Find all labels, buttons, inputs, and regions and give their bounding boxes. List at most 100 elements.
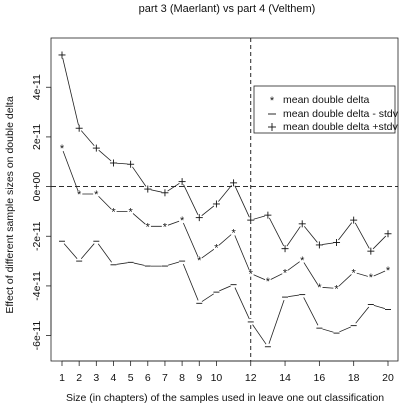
data-point-mean: * xyxy=(384,265,392,277)
data-point-minus-stdv xyxy=(196,300,203,307)
data-point-minus-stdv xyxy=(213,288,220,296)
data-point-mean: * xyxy=(350,267,357,279)
data-point-plus-stdv xyxy=(109,159,117,167)
data-point-mean: * xyxy=(196,255,203,267)
svg-text:*: * xyxy=(369,272,374,284)
x-tick-label: 6 xyxy=(145,372,151,384)
svg-text:*: * xyxy=(214,242,219,254)
data-point-plus-stdv xyxy=(315,241,323,249)
svg-text:*: * xyxy=(300,255,305,267)
svg-text:*: * xyxy=(146,221,151,233)
data-point-minus-stdv xyxy=(58,238,66,245)
svg-text:*: * xyxy=(128,206,133,218)
y-tick-label: 0e+00 xyxy=(31,172,43,202)
legend-marker-plus xyxy=(268,123,276,131)
data-point-mean: * xyxy=(127,206,134,218)
x-tick-label: 10 xyxy=(211,372,223,384)
data-point-mean: * xyxy=(178,215,186,227)
y-tick-label: 2e-11 xyxy=(31,124,43,150)
x-tick-label: 2 xyxy=(76,372,82,384)
data-point-minus-stdv xyxy=(230,281,237,288)
legend-label-minus-stdv: mean double delta - stdv xyxy=(283,108,399,120)
x-tick-label: 14 xyxy=(279,372,291,384)
data-point-mean: * xyxy=(213,242,220,254)
x-tick-label: 4 xyxy=(111,372,117,384)
series-line-minus-stdv xyxy=(61,240,389,348)
x-tick-label: 3 xyxy=(93,372,99,384)
x-tick-label: 7 xyxy=(162,372,168,384)
svg-text:*: * xyxy=(180,215,185,227)
data-point-minus-stdv xyxy=(178,257,186,265)
y-tick-label: -2e-11 xyxy=(31,221,43,251)
data-point-plus-stdv xyxy=(195,214,203,222)
data-point-plus-stdv xyxy=(212,200,220,208)
data-point-plus-stdv xyxy=(178,178,186,186)
data-point-minus-stdv xyxy=(299,291,306,298)
data-point-plus-stdv xyxy=(264,211,272,219)
data-point-minus-stdv xyxy=(127,259,134,266)
data-point-mean: * xyxy=(161,221,169,233)
data-point-minus-stdv xyxy=(350,322,357,329)
data-point-plus-stdv xyxy=(247,216,255,224)
data-point-minus-stdv xyxy=(333,329,340,337)
data-point-mean: * xyxy=(316,282,323,294)
x-tick-label: 9 xyxy=(196,372,202,384)
legend-label-plus-stdv: mean double delta +stdv xyxy=(283,121,398,133)
data-point-mean: * xyxy=(93,189,100,201)
data-point-plus-stdv xyxy=(58,51,66,59)
data-point-minus-stdv xyxy=(247,318,254,326)
x-tick-label: 5 xyxy=(128,372,134,384)
x-tick-label: 20 xyxy=(382,372,394,384)
data-point-plus-stdv xyxy=(333,238,341,246)
x-tick-label: 1 xyxy=(59,372,65,384)
svg-text:*: * xyxy=(77,189,82,201)
data-point-mean: * xyxy=(58,143,66,155)
x-axis-label: Size (in chapters) of the samples used i… xyxy=(66,392,384,404)
data-point-minus-stdv xyxy=(93,238,100,245)
data-point-plus-stdv xyxy=(144,185,152,193)
data-point-plus-stdv xyxy=(75,124,83,132)
y-tick-label: 4e-11 xyxy=(31,74,43,100)
data-point-plus-stdv xyxy=(127,160,135,168)
data-point-plus-stdv xyxy=(350,216,358,224)
data-point-mean: * xyxy=(144,221,151,233)
data-point-plus-stdv xyxy=(161,189,169,197)
svg-text:*: * xyxy=(283,267,288,279)
y-tick-label: -6e-11 xyxy=(31,321,43,351)
svg-text:*: * xyxy=(111,206,116,218)
data-point-minus-stdv xyxy=(110,261,117,269)
data-point-mean: * xyxy=(367,272,375,284)
svg-text:*: * xyxy=(386,265,391,277)
data-point-plus-stdv xyxy=(92,144,100,152)
data-point-mean: * xyxy=(264,276,272,288)
x-tick-label: 18 xyxy=(348,372,360,384)
data-point-minus-stdv xyxy=(161,262,169,270)
data-point-plus-stdv xyxy=(367,247,375,255)
data-point-minus-stdv xyxy=(367,301,375,308)
data-point-minus-stdv xyxy=(384,306,392,313)
svg-text:*: * xyxy=(249,269,254,281)
svg-text:*: * xyxy=(163,221,168,233)
svg-text:*: * xyxy=(266,276,271,288)
data-point-mean: * xyxy=(247,269,254,281)
svg-text:*: * xyxy=(317,282,322,294)
y-tick-label: -4e-11 xyxy=(31,271,43,301)
data-point-plus-stdv xyxy=(298,220,306,228)
data-point-mean: * xyxy=(299,255,306,267)
data-point-minus-stdv xyxy=(144,262,151,270)
svg-text:*: * xyxy=(197,255,202,267)
legend: * mean double delta mean double delta - … xyxy=(253,85,399,134)
data-point-mean: * xyxy=(110,206,117,218)
data-point-minus-stdv xyxy=(75,257,83,265)
x-tick-label: 12 xyxy=(245,372,257,384)
data-point-minus-stdv xyxy=(281,293,289,301)
data-point-minus-stdv xyxy=(264,343,272,350)
data-point-plus-stdv xyxy=(230,179,238,187)
svg-text:*: * xyxy=(334,283,339,295)
legend-box xyxy=(253,85,396,134)
legend-label-mean: mean double delta xyxy=(283,94,370,106)
legend-marker-star: * xyxy=(270,95,275,107)
data-point-mean: * xyxy=(281,267,289,279)
svg-text:*: * xyxy=(60,143,65,155)
